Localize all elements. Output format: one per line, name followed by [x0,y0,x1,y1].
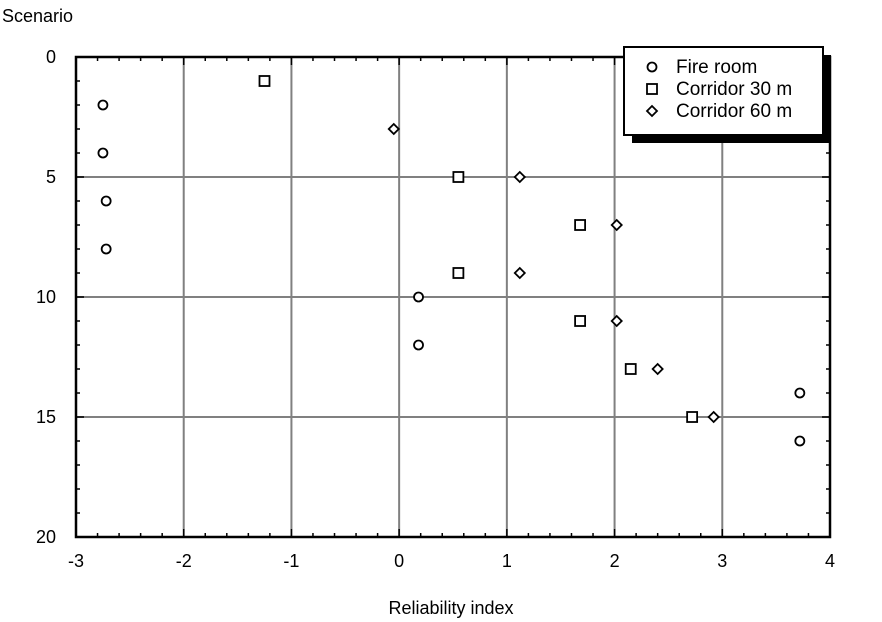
data-point [707,410,720,424]
data-point [97,99,109,111]
data-point [624,363,637,375]
data-point [794,435,806,447]
data-point [100,195,112,207]
y-tick-label: 20 [36,527,56,547]
data-point [97,147,109,159]
data-point [686,411,699,423]
x-tick-label: -1 [283,551,299,571]
data-point [513,266,527,280]
data-point [413,291,424,303]
x-tick-label: 1 [502,551,512,571]
legend-marker [646,61,658,73]
x-tick-label: 3 [717,551,727,571]
y-tick-label: 15 [36,407,56,427]
legend-label: Fire room [676,57,757,78]
x-tick-label: 2 [610,551,620,571]
data-point [258,75,271,87]
data-point [610,218,623,232]
data-point [452,171,465,183]
legend-label: Corridor 30 m [676,79,792,100]
data-point [574,315,587,327]
y-tick-label: 0 [46,47,56,67]
x-axis-title: Reliability index [388,598,513,618]
data-point [574,219,587,231]
x-tick-label: -3 [68,551,84,571]
grid-lines [76,57,830,537]
y-axis-title: Scenario [2,6,73,26]
data-point [452,267,465,279]
legend-marker [645,104,659,118]
data-point [100,243,112,255]
data-point [794,387,806,399]
x-tick-label: 4 [825,551,835,571]
data-points [97,75,806,447]
tick-labels: -3 -2 -1 0 1 2 3 4 0 5 10 15 20 [36,47,835,571]
legend-label: Corridor 60 m [676,101,792,122]
data-point [651,362,664,376]
data-point [513,170,527,184]
x-tick-label: -2 [176,551,192,571]
y-tick-label: 10 [36,287,56,307]
y-tick-label: 5 [46,167,56,187]
data-point [413,339,424,351]
data-point [387,122,401,136]
x-tick-label: 0 [394,551,404,571]
data-point [610,314,623,328]
legend-marker [646,83,658,95]
